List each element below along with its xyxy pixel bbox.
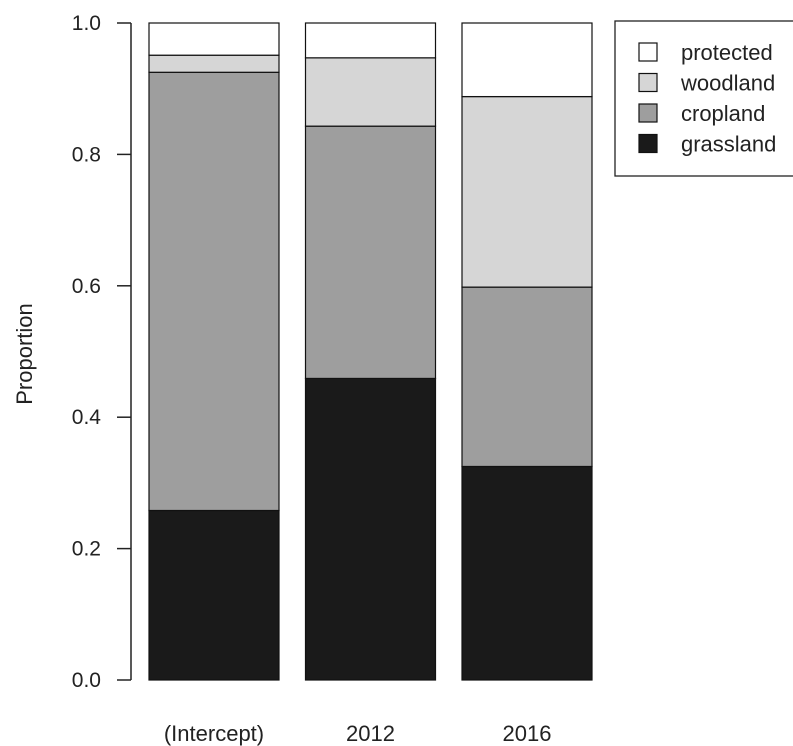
bar-segment-woodland <box>461 95 593 288</box>
bar-segment-grassland <box>148 509 280 681</box>
y-tick-label: 0.0 <box>72 669 101 692</box>
bar-segment-grassland <box>461 465 593 681</box>
y-tick-label: 1.0 <box>72 12 101 35</box>
legend-swatch-woodland <box>638 72 658 93</box>
y-tick-label: 0.2 <box>72 538 101 561</box>
bar-segment-protected <box>304 22 437 59</box>
bars <box>148 22 593 681</box>
x-tick-label: (Intercept) <box>164 721 264 746</box>
legend-swatch-grassland <box>638 133 658 154</box>
x-tick-label: 2016 <box>503 721 552 746</box>
legend-label-protected: protected <box>681 40 773 65</box>
y-axis: 0.0 0.2 0.4 0.6 0.8 1.0 <box>72 12 132 692</box>
bar-segment-cropland <box>461 286 593 468</box>
legend-label-cropland: cropland <box>681 101 765 126</box>
x-tick-labels: (Intercept) 2012 2016 <box>164 721 552 746</box>
legend-label-woodland: woodland <box>680 71 775 96</box>
bar-segment-protected <box>148 22 280 56</box>
x-tick-label: 2012 <box>346 721 395 746</box>
y-tick-label: 0.4 <box>72 406 102 429</box>
legend-swatch-protected <box>638 42 658 62</box>
bar-segment-cropland <box>304 125 437 380</box>
legend: protected woodland cropland grassland <box>614 20 793 177</box>
legend-label-grassland: grassland <box>681 132 776 157</box>
bar-segment-grassland <box>304 377 437 681</box>
legend-swatch-cropland <box>638 103 658 123</box>
y-axis-label: Proportion <box>12 303 37 405</box>
bar-segment-protected <box>461 22 593 98</box>
y-tick-label: 0.8 <box>72 143 101 166</box>
bar-segment-cropland <box>148 71 280 512</box>
y-tick-label: 0.6 <box>72 275 101 298</box>
bar-segment-woodland <box>304 57 437 127</box>
bar-segment-woodland <box>148 54 280 73</box>
